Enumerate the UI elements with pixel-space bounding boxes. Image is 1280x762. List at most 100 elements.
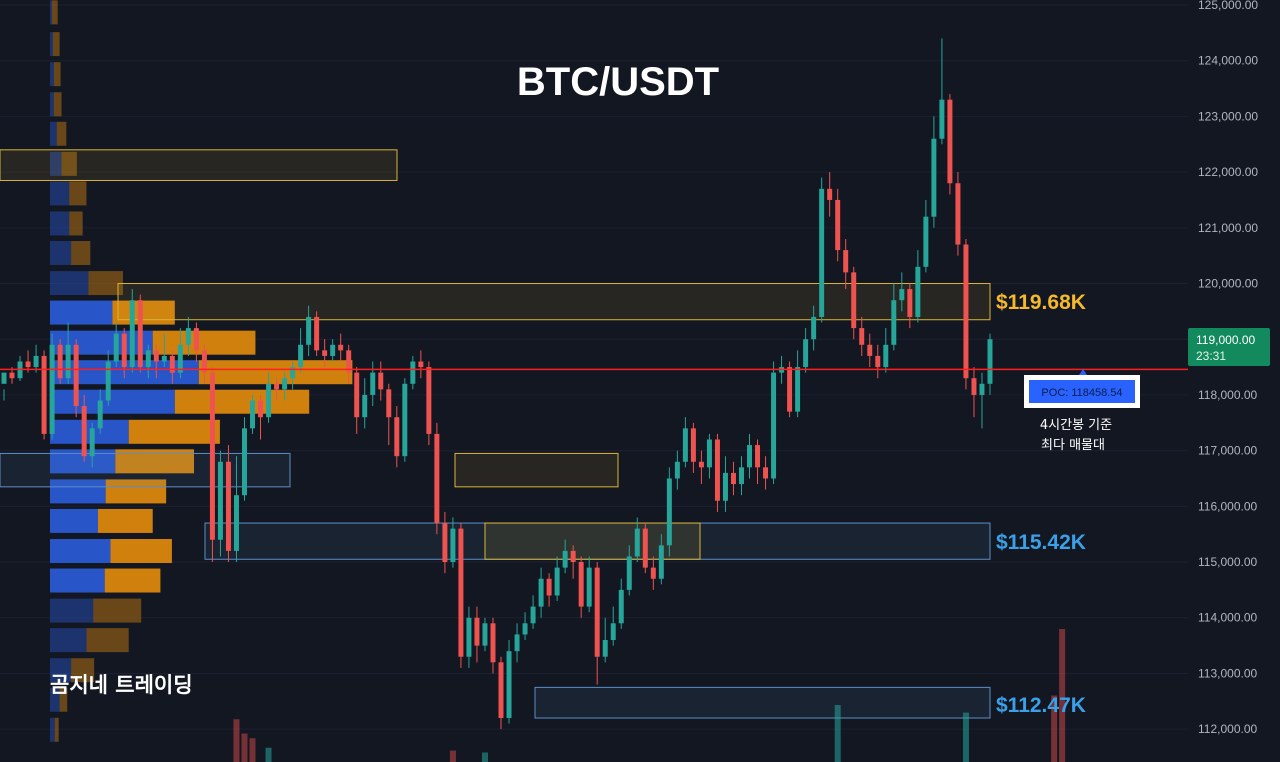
volume-bar [249,738,256,762]
candle-body [602,640,608,657]
candle-body [763,467,769,479]
zone-116k-right [454,452,619,488]
candle-body [9,372,15,379]
candle-body [314,316,320,351]
volume-profile-buy-bar [50,479,106,504]
volume-bar [449,750,456,762]
candle-body [963,244,969,379]
volume-profile-sell-bar [105,479,167,504]
price-tick-label: 112,000.00 [1198,722,1257,736]
candle-body [322,350,328,356]
candle-body [907,289,913,317]
candle-body [298,344,304,368]
candle-body [266,383,272,418]
volume-profile-buy-bar [50,121,57,146]
candle-body [682,428,688,462]
candle-body [274,383,280,390]
price-tick-label: 123,000.00 [1198,109,1258,123]
candle-body [65,344,71,379]
candle-body [722,472,728,501]
candle-body [674,461,680,479]
candle-body [851,272,857,329]
candle-body [338,344,344,351]
poc-box[interactable] [1029,380,1135,403]
candle-body [474,617,480,646]
candle-body [242,428,247,496]
candle-body [931,138,937,217]
candle-body [490,623,496,663]
candle-body [650,567,656,579]
volume-profile-sell-bar [52,32,60,57]
candle-body [867,344,873,356]
candle-body [610,623,616,641]
candle-body [169,355,175,373]
candle-body [378,372,384,390]
volume-profile-sell-bar [54,717,59,742]
candle-body [634,528,640,557]
candle-body [955,183,961,245]
volume-profile-sell-bar [86,628,129,653]
volume-profile-buy-bar [50,300,113,325]
zone-label-119k: $119.68K [996,291,1086,314]
volume-profile-buy-bar [50,658,72,683]
volume-profile-buy-bar [50,151,62,176]
candle-body [185,328,191,345]
candle-body [843,250,849,273]
candle-body [923,216,929,267]
volume-bar [834,705,841,762]
resistance-zone-119k [117,283,991,321]
candle-body [290,367,296,379]
candle-body [514,634,520,652]
candle-body [891,300,897,345]
volume-profile-sell-bar [53,62,61,87]
price-tick-label: 113,000.00 [1198,666,1257,680]
candle-body [193,328,199,351]
candle-body [883,344,889,368]
candle-body [811,316,817,340]
candle-body [538,578,544,607]
candle-body [827,188,833,200]
price-tick-label: 114,000.00 [1198,611,1257,625]
candle-body [49,344,55,434]
volume-profile-buy-bar [50,32,53,57]
price-tick-label: 122,000.00 [1198,165,1258,179]
candle-body [482,623,488,646]
volume-profile-buy-bar [50,240,72,265]
price-tick-label: 120,000.00 [1198,277,1258,291]
candle-body [370,372,376,395]
volume-profile-sell-bar [110,539,172,564]
volume-profile-buy-bar [50,508,98,533]
poc-pointer [1079,369,1087,375]
candle-body [418,361,424,368]
candle-body [562,550,568,568]
candle-body [859,328,865,345]
poc-note-line1: 4시간봉 기준 [1040,418,1112,433]
candle-body [177,344,183,373]
volume-profile-buy-bar [50,419,129,444]
volume-profile-buy-bar [50,628,87,653]
candle-body [354,372,360,418]
candle-body [33,355,39,368]
volume-bar [481,752,488,762]
candle-body [939,99,945,139]
candle-body [330,344,336,356]
candle-body [105,361,111,401]
support-zone-115k [204,522,991,560]
supply-zone-122k [0,149,398,181]
candle-body [819,188,825,317]
volume-bar [1059,629,1066,762]
price-zones [0,149,991,719]
candle-body [899,289,905,301]
volume-profile-sell-bar [174,389,310,414]
volume-profile-buy-bar [50,271,89,296]
volume-profile-buy-bar [50,181,70,206]
candle-body [803,339,809,368]
support-zone-112k [534,686,991,719]
candle-body [666,478,672,546]
volume-profile-buy-bar [50,62,54,87]
candle-body [233,495,239,551]
candle-body [530,606,536,624]
candle-body [1,372,7,384]
